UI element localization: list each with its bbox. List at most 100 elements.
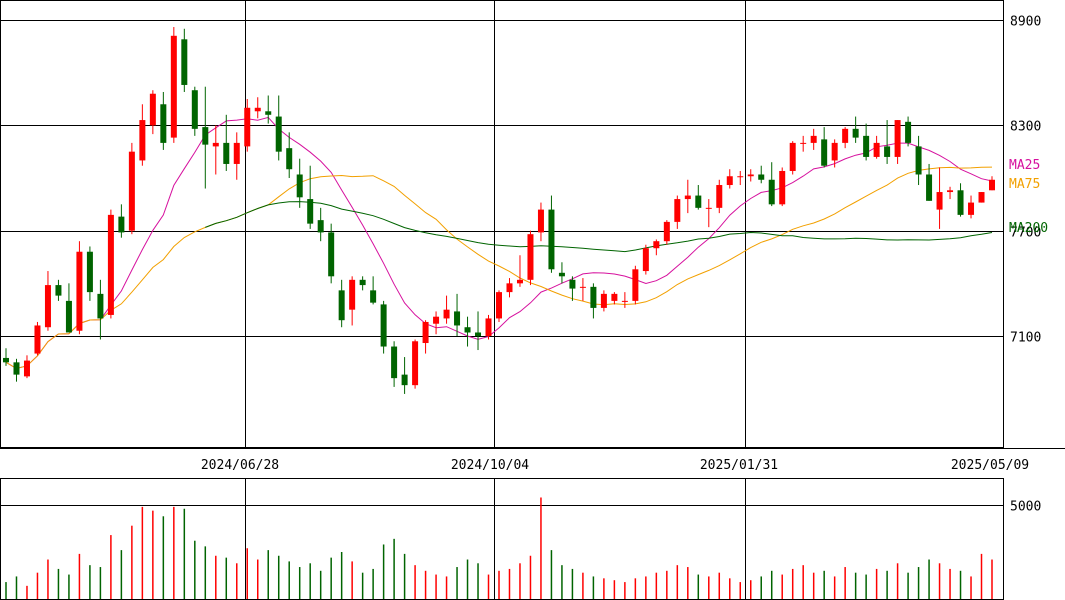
candle-body [254,107,261,112]
candle-body [212,142,219,147]
candle-body [947,190,954,193]
candle-body [34,325,41,354]
candle-body [485,318,492,336]
candle-body [118,216,125,233]
volume-grid [0,479,1003,600]
candle-body [516,279,523,284]
candle-body [989,179,995,191]
candle-body [558,272,565,277]
candle-body [821,139,828,166]
candle-body [307,199,314,224]
candle-body [401,374,408,386]
date-tick-label: 2024/10/04 [451,458,529,473]
candle-body [412,341,419,386]
date-tick-label: 2025/05/09 [951,458,1029,473]
candle-body [758,174,765,180]
candle-body [863,135,870,157]
candle-body [454,311,461,326]
candle-body [789,142,796,171]
candle-body [76,251,83,331]
candle-body [800,142,807,144]
candle-body [275,116,282,152]
candle-body [905,121,912,143]
candle-body [475,332,482,336]
candle-body [590,286,597,308]
candle-body [149,93,156,126]
candle-body [569,279,576,289]
candle-body [663,221,670,242]
candle-body [726,176,733,186]
candle-body [737,176,744,178]
candle-body [716,185,723,208]
candle-body [3,357,9,363]
candle-body [265,111,272,115]
date-axis-labels: 2024/06/28 2024/10/04 2025/01/31 2025/05/09 [201,458,1029,473]
moving-average-lines [5,116,993,370]
volume-bars [5,497,993,599]
volume-tick-label: 5000 [1010,500,1041,515]
candle-body [537,209,544,233]
candle-body [842,128,849,143]
candle-body [328,232,335,277]
candle-body [296,174,303,198]
candle-body [653,241,660,249]
candle-body [317,220,324,233]
candle-body [695,195,702,208]
ma200-line [205,201,993,253]
candle-body [768,179,775,205]
candle-body [139,120,146,161]
candle-body [968,202,975,215]
candle-body [810,135,817,143]
candlesticks [3,27,995,394]
candle-body [915,146,922,175]
candle-body [86,251,93,293]
candle-body [642,248,649,272]
candle-body [831,142,838,161]
candle-body [632,269,639,301]
candle-body [600,293,607,308]
price-tick-label: 7100 [1010,331,1041,346]
legend-ma25: MA25 [1009,158,1040,173]
candle-body [44,285,51,328]
ma75-line [5,166,993,370]
candle-body [370,290,377,303]
candle-body [894,120,901,157]
candle-body [852,128,859,138]
candle-body [349,279,356,310]
candle-body [286,148,293,170]
candle-body [181,39,188,85]
candle-body [233,142,240,164]
price-tick-label: 7700 [1010,226,1041,241]
candle-body [464,327,471,333]
ma25-line [5,116,993,370]
candle-body [548,209,555,270]
candle-body [884,146,891,157]
candle-body [674,199,681,222]
candle-body [621,300,628,302]
candle-body [223,142,230,164]
date-tick-label: 2024/06/28 [201,458,279,473]
candle-body [978,192,985,203]
ma-legend: MA25 MA75 MA200 [1009,158,1048,236]
price-panel-frame [0,0,1004,448]
candle-body [496,292,502,319]
price-grid [0,0,1003,448]
candle-body [926,174,933,201]
candle-body [611,293,618,301]
candle-body [747,174,754,177]
candle-body [705,207,712,209]
candle-body [202,127,209,145]
candle-body [391,346,398,379]
candle-body [170,35,177,138]
date-tick-label: 2025/01/31 [700,458,778,473]
candle-body [13,362,20,375]
candle-body [244,107,251,147]
candle-body [506,283,513,293]
candle-body [23,360,30,377]
candle-body [936,192,943,210]
candle-body [65,300,72,333]
candle-body [433,316,440,324]
candle-body [380,304,387,347]
legend-ma200: MA200 [1009,221,1048,236]
